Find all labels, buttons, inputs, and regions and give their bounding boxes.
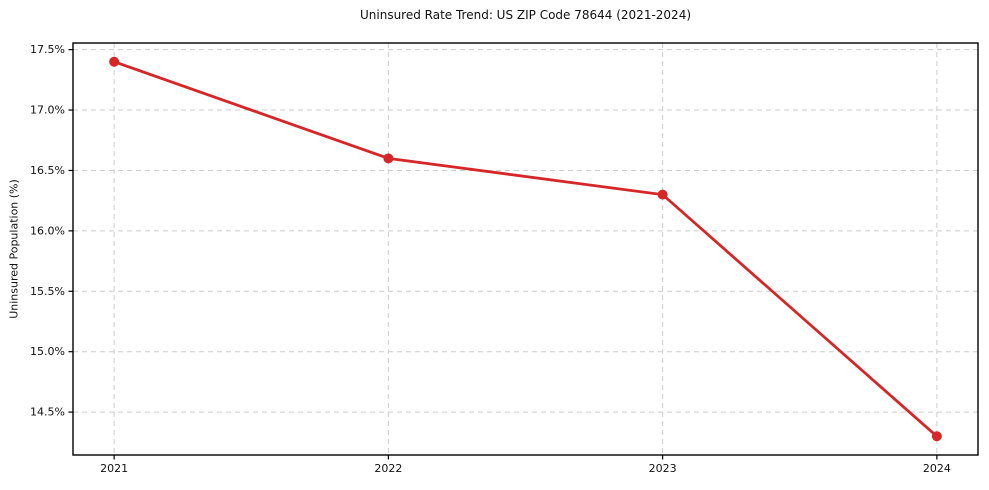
- data-point: [383, 153, 394, 164]
- data-point: [657, 189, 668, 200]
- data-point: [109, 56, 120, 67]
- x-tick-label: 2022: [374, 462, 402, 475]
- y-tick-label: 16.0%: [30, 224, 65, 237]
- chart-title: Uninsured Rate Trend: US ZIP Code 78644 …: [359, 8, 692, 22]
- data-point: [931, 431, 942, 442]
- y-tick-label: 14.5%: [30, 406, 65, 419]
- y-tick-label: 15.5%: [30, 285, 65, 298]
- x-tick-label: 2021: [100, 462, 128, 475]
- x-tick-label: 2023: [649, 462, 677, 475]
- y-tick-label: 17.5%: [30, 43, 65, 56]
- x-tick-label: 2024: [923, 462, 951, 475]
- y-tick-label: 16.5%: [30, 164, 65, 177]
- y-tick-label: 17.0%: [30, 104, 65, 117]
- axes-spines: [72, 42, 979, 456]
- y-tick-label: 15.0%: [30, 345, 65, 358]
- y-axis-label: Uninsured Population (%): [7, 179, 21, 319]
- trend-line: [112, 60, 939, 438]
